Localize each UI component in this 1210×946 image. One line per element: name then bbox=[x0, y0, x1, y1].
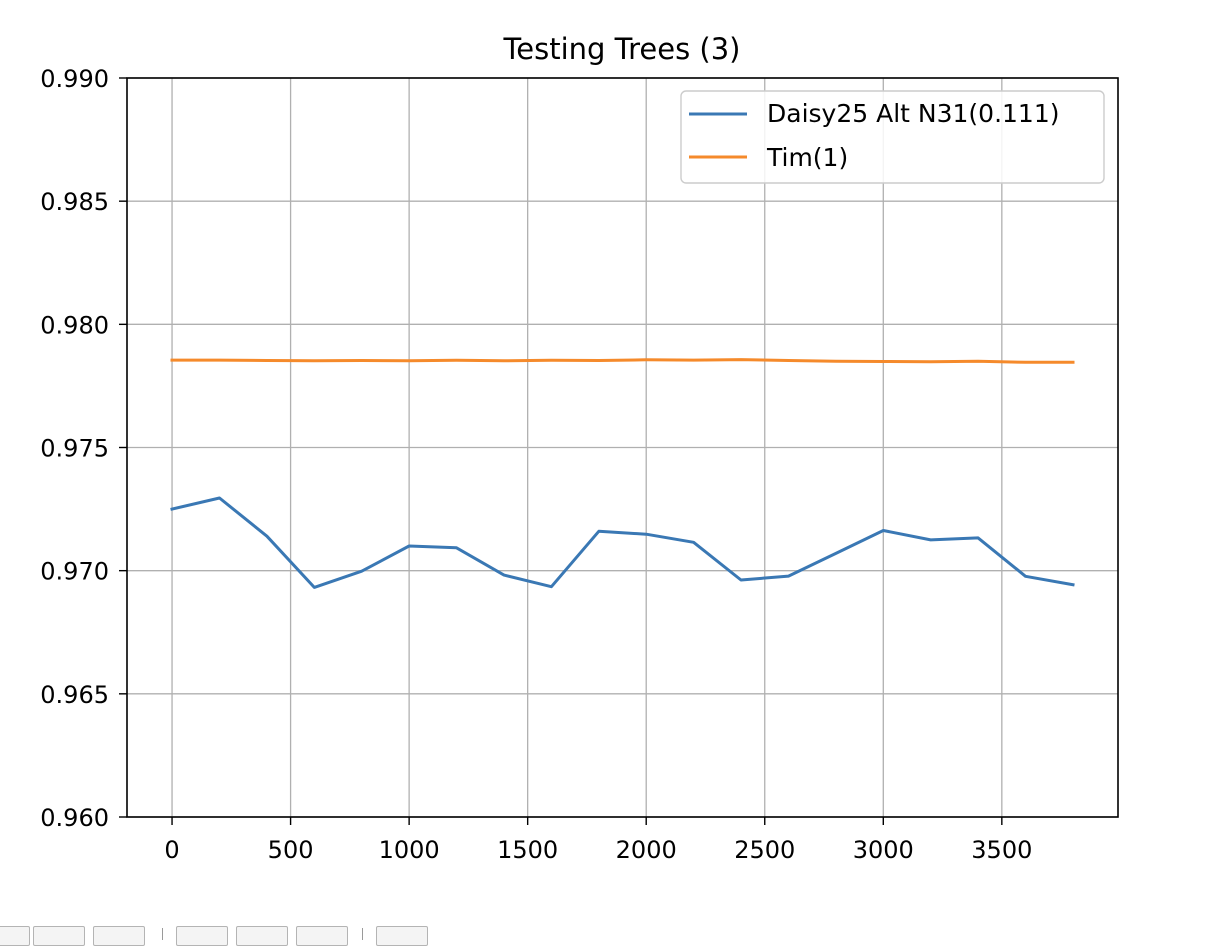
x-tick-label: 3000 bbox=[853, 836, 914, 864]
y-tick-label: 0.960 bbox=[40, 804, 109, 832]
axis-ticks: 0 500 1000 1500 2000 2500 3000 3500 0.960 0.965 0.… bbox=[40, 65, 1032, 864]
x-tick-label: 2000 bbox=[616, 836, 677, 864]
series-lines bbox=[170, 358, 1075, 589]
x-tick-label: 500 bbox=[268, 836, 314, 864]
legend-box bbox=[680, 90, 1105, 184]
toolbar-separator bbox=[362, 928, 363, 940]
legend: Daisy25 Alt N31(0.111) Tim(1) bbox=[680, 90, 1105, 184]
plot-toolbar bbox=[0, 926, 440, 946]
legend-label-daisy25: Daisy25 Alt N31(0.111) bbox=[767, 99, 1059, 128]
y-tick-label: 0.985 bbox=[40, 188, 109, 216]
legend-label-tim: Tim(1) bbox=[766, 143, 848, 172]
save-button[interactable] bbox=[376, 926, 428, 946]
series-line-0 bbox=[170, 496, 1075, 589]
x-tick-label: 1500 bbox=[497, 836, 558, 864]
y-tick-label: 0.975 bbox=[40, 435, 109, 463]
y-tick-label: 0.970 bbox=[40, 558, 109, 586]
x-tick-label: 2500 bbox=[734, 836, 795, 864]
y-tick-label: 0.990 bbox=[40, 65, 109, 93]
back-button[interactable] bbox=[33, 926, 85, 946]
x-tick-label: 3500 bbox=[971, 836, 1032, 864]
forward-button[interactable] bbox=[93, 926, 145, 946]
series-line-1 bbox=[170, 358, 1075, 364]
subplots-button[interactable] bbox=[296, 926, 348, 946]
x-tick-label: 1000 bbox=[379, 836, 440, 864]
toolbar-separator bbox=[162, 928, 163, 940]
line-chart: Testing Trees (3) 0 500 1000 1500 2000 2500 30… bbox=[40, 32, 1119, 864]
y-tick-label: 0.965 bbox=[40, 681, 109, 709]
pan-button[interactable] bbox=[176, 926, 228, 946]
y-tick-label: 0.980 bbox=[40, 311, 109, 339]
x-tick-label: 0 bbox=[164, 836, 179, 864]
chart-title: Testing Trees (3) bbox=[503, 32, 741, 66]
zoom-button[interactable] bbox=[236, 926, 288, 946]
home-button[interactable] bbox=[0, 926, 30, 946]
